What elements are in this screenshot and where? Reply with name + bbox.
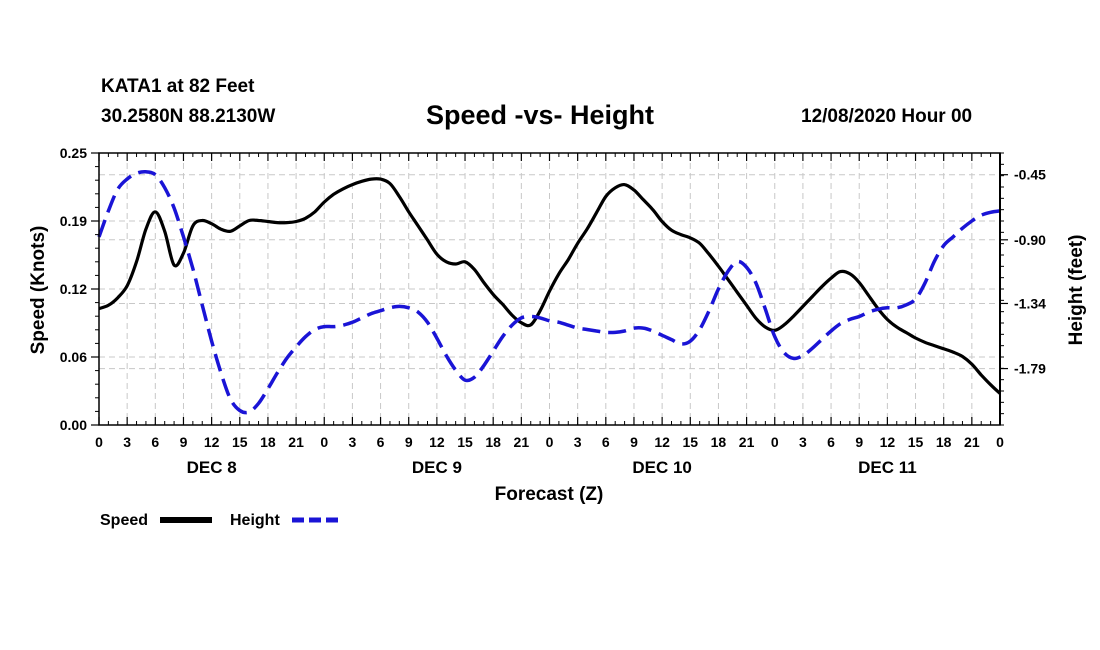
- x-tick-label: 3: [123, 434, 131, 450]
- x-tick-label: 0: [996, 434, 1004, 450]
- x-tick-label: 6: [827, 434, 835, 450]
- series-lines: [97, 170, 1002, 415]
- legend-height-label: Height: [230, 512, 280, 529]
- x-tick-label: 21: [739, 434, 755, 450]
- x-tick-label: 3: [574, 434, 582, 450]
- x-tick-label: 18: [485, 434, 501, 450]
- speed-series-line: [98, 177, 1002, 395]
- y-tick-label: 0.06: [60, 349, 87, 365]
- x-tick-label: 6: [151, 434, 159, 450]
- height-series-line: [97, 170, 1001, 415]
- x-tick-label: 3: [799, 434, 807, 450]
- y-axis-title-left: Speed (Knots): [28, 226, 49, 355]
- x-tick-label: 12: [429, 434, 445, 450]
- y2-tick-label: -1.79: [1014, 361, 1046, 377]
- x-tick-label: 9: [405, 434, 413, 450]
- y-tick-label: 0.19: [60, 213, 87, 229]
- legend-speed-label: Speed: [100, 512, 148, 529]
- x-tick-label: 18: [936, 434, 952, 450]
- station-label: KATA1 at 82 Feet: [101, 76, 255, 97]
- y2-tick-label: -0.45: [1014, 167, 1046, 183]
- x-tick-label: 0: [320, 434, 328, 450]
- x-tick-label: 15: [457, 434, 473, 450]
- x-tick-label: 3: [349, 434, 357, 450]
- day-label: DEC 11: [858, 458, 917, 477]
- x-tick-label: 21: [288, 434, 304, 450]
- x-tick-label: 21: [964, 434, 980, 450]
- x-tick-label: 15: [232, 434, 248, 450]
- legend: Speed Height: [100, 512, 343, 529]
- day-label: DEC 10: [632, 458, 692, 477]
- x-tick-label: 18: [711, 434, 727, 450]
- day-label: DEC 9: [412, 458, 462, 477]
- axis-tick-labels: 0 3 6 9 12 15 18 21 0 3 6 9 12 15 18 21 0 3 6 9 12 15 18 21 0 3 6 9…: [60, 145, 1046, 477]
- x-tick-label: 0: [95, 434, 103, 450]
- x-tick-label: 9: [180, 434, 188, 450]
- x-axis-title: Forecast (Z): [495, 484, 604, 505]
- y2-tick-label: -1.34: [1014, 295, 1046, 311]
- forecast-datetime: 12/08/2020 Hour 00: [801, 106, 973, 127]
- x-tick-label: 6: [377, 434, 385, 450]
- x-tick-label: 12: [204, 434, 220, 450]
- x-tick-label: 21: [514, 434, 530, 450]
- y-tick-label: 0.00: [60, 417, 87, 433]
- axis-ticks: [91, 152, 1008, 426]
- x-tick-label: 15: [682, 434, 698, 450]
- x-tick-label: 12: [654, 434, 670, 450]
- x-tick-label: 0: [771, 434, 779, 450]
- day-label: DEC 8: [187, 458, 237, 477]
- x-tick-label: 6: [602, 434, 610, 450]
- x-tick-label: 12: [880, 434, 896, 450]
- y2-tick-label: -0.90: [1014, 232, 1046, 248]
- x-tick-label: 9: [855, 434, 863, 450]
- coordinates-label: 30.2580N 88.2130W: [101, 106, 276, 127]
- x-tick-label: 15: [908, 434, 924, 450]
- x-tick-label: 9: [630, 434, 638, 450]
- y-axis-title-right: Height (feet): [1066, 235, 1087, 346]
- y-tick-label: 0.25: [60, 145, 87, 161]
- x-tick-label: 18: [260, 434, 276, 450]
- chart-title: Speed -vs- Height: [426, 100, 655, 130]
- x-tick-label: 0: [546, 434, 554, 450]
- y-tick-label: 0.12: [60, 281, 87, 297]
